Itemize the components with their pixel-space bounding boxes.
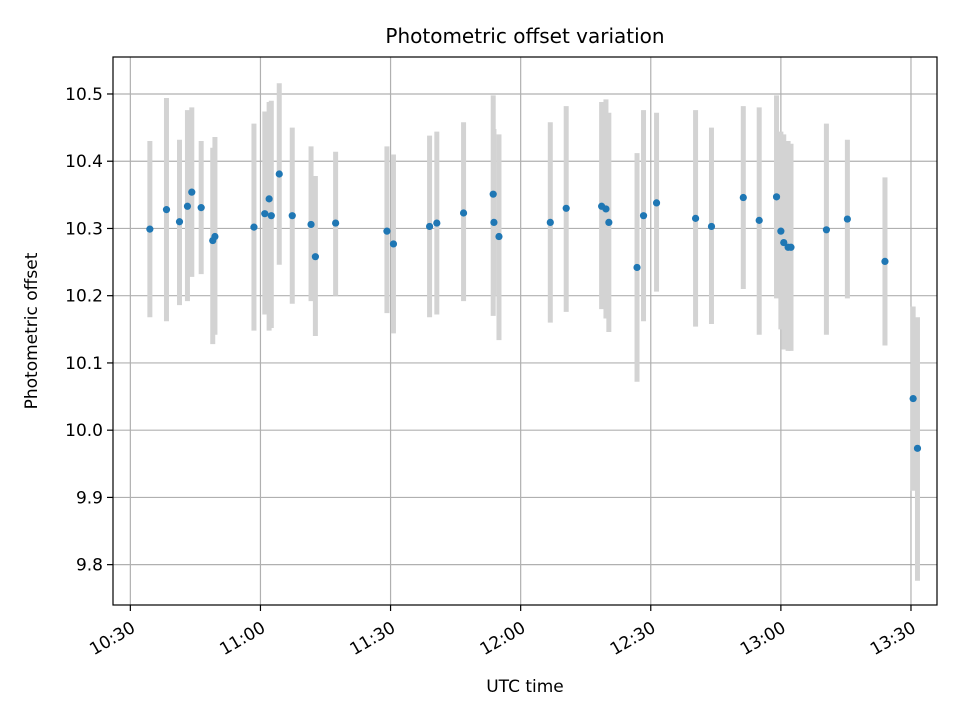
- data-point: [881, 257, 889, 266]
- data-point: [267, 212, 275, 220]
- x-tick-label: 12:30: [607, 618, 659, 660]
- y-tick-label: 10.1: [65, 354, 103, 374]
- y-tick-label: 10.3: [65, 219, 103, 239]
- data-point: [755, 216, 763, 224]
- y-tick-label: 9.9: [76, 488, 103, 508]
- data-point: [909, 394, 917, 403]
- data-point: [633, 263, 641, 272]
- data-point: [913, 444, 922, 452]
- data-point: [197, 204, 205, 212]
- data-point: [562, 204, 570, 212]
- data-point: [707, 222, 716, 231]
- x-axis-label: UTC time: [486, 677, 564, 697]
- data-point: [691, 214, 700, 222]
- data-point: [425, 222, 434, 231]
- data-points: [146, 170, 922, 452]
- y-tick-label: 9.8: [76, 556, 103, 576]
- data-point: [787, 243, 795, 251]
- data-point: [175, 218, 184, 226]
- x-tick-label: 12:00: [477, 618, 529, 660]
- data-point: [546, 218, 554, 227]
- data-point: [602, 205, 610, 213]
- x-tick-label: 13:30: [867, 618, 919, 660]
- y-axis-label: Photometric offset: [22, 252, 42, 409]
- data-point: [146, 225, 154, 233]
- data-point: [250, 223, 258, 231]
- data-point: [307, 220, 315, 229]
- x-tick-label: 11:00: [217, 618, 269, 660]
- data-point: [433, 219, 441, 227]
- data-point: [311, 253, 319, 261]
- data-point: [489, 190, 497, 198]
- data-point: [162, 206, 171, 214]
- x-tick-label: 10:30: [86, 618, 138, 660]
- data-point: [275, 170, 283, 178]
- data-point: [261, 210, 269, 218]
- y-tick-label: 10.5: [65, 85, 103, 105]
- plot-frame: [112, 56, 938, 606]
- data-point: [188, 188, 196, 196]
- error-bars: [147, 83, 920, 581]
- data-point: [772, 193, 781, 201]
- data-point: [211, 232, 219, 241]
- y-tick-label: 10.2: [65, 287, 103, 307]
- data-point: [639, 212, 648, 220]
- x-tick-label: 13:00: [737, 618, 789, 660]
- data-point: [332, 219, 340, 227]
- data-point: [495, 232, 503, 241]
- data-point: [459, 209, 468, 217]
- data-point: [383, 227, 391, 235]
- data-point: [843, 215, 851, 223]
- data-point: [389, 240, 398, 248]
- data-point: [183, 202, 192, 210]
- y-tick-label: 10.4: [65, 152, 103, 172]
- data-point: [265, 195, 273, 203]
- data-point: [288, 212, 296, 220]
- y-tick-label: 10.0: [65, 421, 103, 441]
- data-point: [605, 218, 613, 227]
- data-point: [739, 193, 747, 202]
- data-point: [652, 199, 661, 207]
- chart-title: Photometric offset variation: [385, 24, 664, 48]
- data-point: [822, 226, 831, 234]
- x-tick-label: 11:30: [347, 618, 399, 660]
- data-point: [780, 238, 788, 247]
- data-point: [777, 227, 785, 235]
- grid: [113, 57, 937, 605]
- data-point: [490, 218, 498, 227]
